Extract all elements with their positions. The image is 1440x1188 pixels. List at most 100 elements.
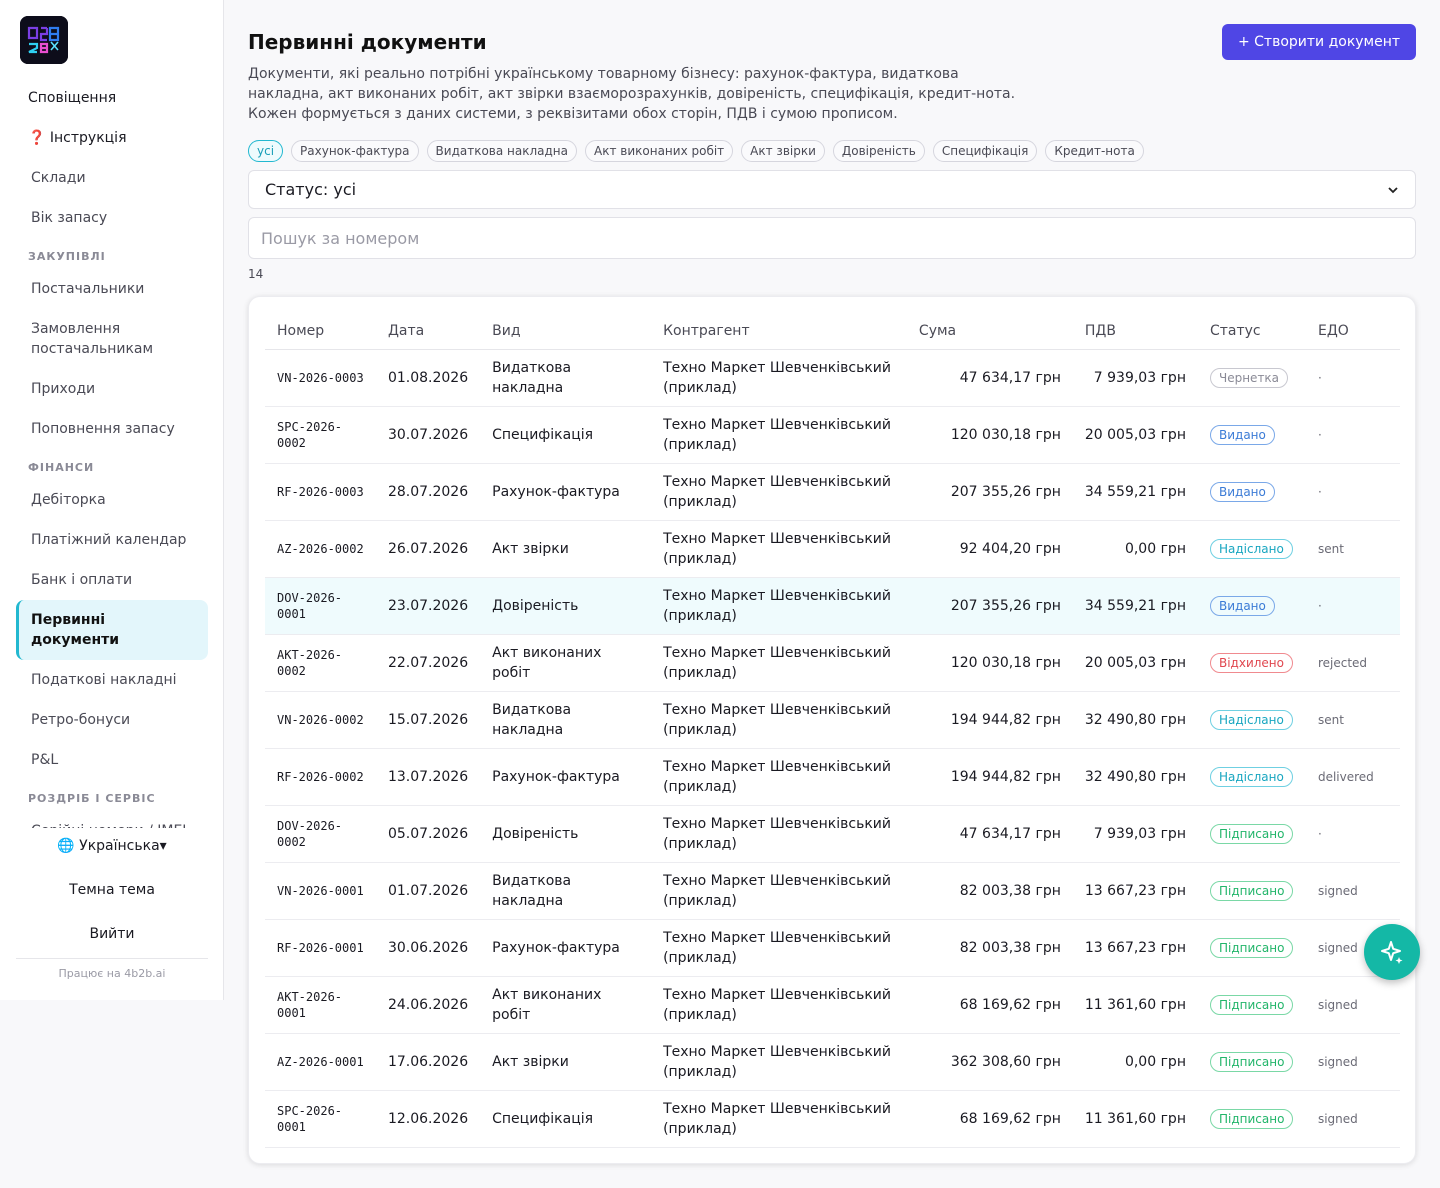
create-document-button[interactable]: + Створити документ [1222,24,1416,60]
column-header-kind[interactable]: Вид [480,313,652,350]
sum-cell: 194 944,82 грн [906,691,1073,749]
table-row[interactable]: VN-2026-0002 15.07.2026 Видаткова накладна… [265,691,1400,749]
document-kind-cell: Специфікація [480,406,652,464]
table-row[interactable]: VN-2026-0003 01.08.2026 Видаткова накладна… [265,349,1400,407]
filter-chip[interactable]: Рахунок-фактура [291,140,419,162]
sidebar-footer: 🌐 Українська▾ Темна тема Вийти Працює на… [16,826,208,980]
sidebar-item[interactable]: Приходи [31,381,96,397]
table-row[interactable]: SPC-2026-0001 12.06.2026 Специфікація Техно… [265,1090,1400,1148]
column-header-edo[interactable]: ЕДО [1305,313,1400,350]
status-badge: Підписано [1209,1108,1294,1129]
nav-section-heading: ФІНАНСИ [28,461,95,474]
counterparty-cell: Техно Маркет Шевченківський (приклад) [651,976,907,1034]
status-badge: Підписано [1209,823,1294,844]
filter-chip[interactable]: Акт звірки [741,140,825,162]
vat-cell: 34 559,21 грн [1072,577,1198,635]
filter-chip[interactable]: Специфікація [932,140,1038,162]
sidebar-item[interactable]: Сповіщення [28,90,117,106]
column-header-counterparty[interactable]: Контрагент [651,313,907,350]
assistant-fab-button[interactable] [1364,924,1420,980]
column-header-status[interactable]: Статус [1197,313,1306,350]
table-row[interactable]: DOV-2026-0002 05.07.2026 Довіреність Техно … [265,805,1400,863]
documents-table: Номер Дата Вид Контрагент Сума ПДВ Стату… [265,313,1400,1148]
document-type-filter: усі Рахунок-фактура Видаткова накладна Акт … [248,140,1144,162]
sidebar-item[interactable]: Банк і оплати [31,572,133,588]
filter-chip[interactable]: усі [248,140,284,162]
counterparty-cell: Техно Маркет Шевченківський (приклад) [651,634,907,692]
sidebar-item[interactable]: Склади [31,170,86,186]
status-cell: Підписано [1197,1090,1306,1148]
sidebar-item[interactable]: ❓ Інструкція [28,130,127,146]
table-row[interactable]: RF-2026-0002 13.07.2026 Рахунок-фактура Тех… [265,748,1400,806]
document-kind-cell: Видаткова накладна [480,691,652,749]
sidebar-item[interactable]: Первинні документи [16,600,208,660]
table-row[interactable]: RF-2026-0003 28.07.2026 Рахунок-фактура Тех… [265,463,1400,521]
counterparty-cell: Техно Маркет Шевченківський (приклад) [651,520,907,578]
document-kind-cell: Акт звірки [480,520,652,578]
sidebar-item[interactable]: Замовлення постачальникам [31,321,154,357]
edo-cell: sent [1305,520,1400,578]
document-kind-cell: Акт виконаних робіт [480,976,652,1034]
document-number-cell: RF-2026-0002 [265,748,376,806]
edo-cell: delivered [1305,748,1400,806]
table-row[interactable]: AKT-2026-0002 22.07.2026 Акт виконаних роб… [265,634,1400,692]
status-badge: Видано [1209,481,1275,502]
sidebar-item[interactable]: Дебіторка [31,492,106,508]
table-row[interactable]: SPC-2026-0002 30.07.2026 Специфікація Техно… [265,406,1400,464]
sidebar-item[interactable]: Платіжний календар [31,532,187,548]
status-badge: Надіслано [1209,766,1293,787]
status-cell: Підписано [1197,805,1306,863]
table-row[interactable]: AZ-2026-0002 26.07.2026 Акт звірки Техно Ма… [265,520,1400,578]
document-kind-cell: Довіреність [480,805,652,863]
document-number-cell: SPC-2026-0002 [265,406,376,464]
chevron-down-icon [1388,186,1398,193]
vat-cell: 32 490,80 грн [1072,748,1198,806]
sidebar-item[interactable]: Серійні номери / IMEI [16,811,208,828]
vat-cell: 13 667,23 грн [1072,919,1198,977]
edo-cell: signed [1305,1033,1400,1091]
sum-cell: 68 169,62 грн [906,1090,1073,1148]
table-row[interactable]: VN-2026-0001 01.07.2026 Видаткова накладна… [265,862,1400,920]
table-row[interactable]: DOV-2026-0001 23.07.2026 Довіреність Техно … [265,577,1400,635]
filter-chip[interactable]: Довіреність [832,140,925,162]
column-header-sum[interactable]: Сума [906,313,1073,350]
table-row[interactable]: AZ-2026-0001 17.06.2026 Акт звірки Техно Ма… [265,1033,1400,1091]
sidebar-item[interactable]: Поповнення запасу [31,421,175,437]
filter-chip[interactable]: Кредит-нота [1045,140,1144,162]
table-row[interactable]: AKT-2026-0001 24.06.2026 Акт виконаних роб… [265,976,1400,1034]
column-header-vat[interactable]: ПДВ [1072,313,1198,350]
column-header-date[interactable]: Дата [375,313,481,350]
document-date-cell: 01.08.2026 [375,349,481,407]
document-number-cell: RF-2026-0003 [265,463,376,521]
status-badge: Чернетка [1209,367,1289,388]
document-number-cell: AZ-2026-0001 [265,1033,376,1091]
status-badge: Видано [1209,424,1275,445]
filter-chip[interactable]: Видаткова накладна [426,140,577,162]
sum-cell: 120 030,18 грн [906,634,1073,692]
sidebar-item[interactable]: Постачальники [31,281,145,297]
page-description: Документи, які реально потрібні українсь… [248,66,1016,122]
filter-chip[interactable]: Акт виконаних робіт [585,140,734,162]
page-title: Первинні документи [248,30,487,54]
sidebar-item[interactable]: Ретро-бонуси [31,712,131,728]
theme-toggle-button[interactable]: Темна тема [69,882,155,898]
app-logo[interactable] [20,16,68,64]
search-input[interactable] [248,217,1416,259]
edo-cell: rejected [1305,634,1400,692]
sidebar-item[interactable]: Вік запасу [31,210,108,226]
document-date-cell: 01.07.2026 [375,862,481,920]
column-header-number[interactable]: Номер [265,313,376,350]
status-badge: Підписано [1209,994,1294,1015]
document-kind-cell: Видаткова накладна [480,862,652,920]
sidebar-item[interactable]: P&L [31,752,59,768]
logout-button[interactable]: Вийти [89,926,135,942]
status-cell: Видано [1197,577,1306,635]
table-row[interactable]: RF-2026-0001 30.06.2026 Рахунок-фактура Тех… [265,919,1400,977]
status-select[interactable]: Статус: усі [248,170,1416,209]
language-selector[interactable]: 🌐 Українська▾ [57,838,167,854]
sidebar-item[interactable]: Податкові накладні [31,672,177,688]
vat-cell: 0,00 грн [1072,1033,1198,1091]
document-date-cell: 30.07.2026 [375,406,481,464]
status-cell: Підписано [1197,976,1306,1034]
